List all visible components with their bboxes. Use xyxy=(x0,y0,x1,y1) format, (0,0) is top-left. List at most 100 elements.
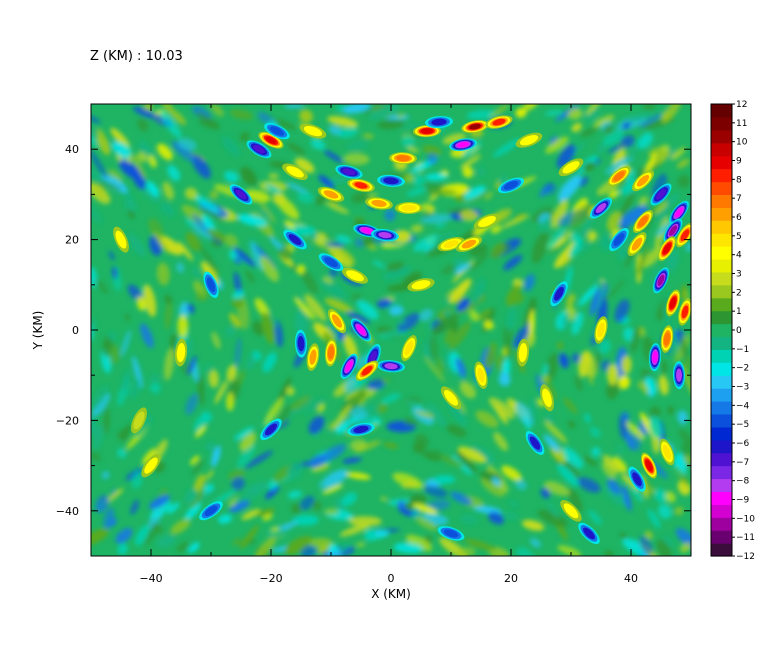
texture-blob xyxy=(95,128,104,137)
texture-blob xyxy=(577,176,589,187)
heatmap-cell xyxy=(631,237,643,251)
texture-blob xyxy=(515,107,527,118)
colorbar-swatch xyxy=(711,323,732,338)
texture-blob xyxy=(644,530,654,540)
texture-blob xyxy=(596,144,606,153)
texture-blob xyxy=(150,501,172,519)
texture-blob xyxy=(322,276,333,284)
heatmap-field xyxy=(91,104,691,556)
colorbar-swatch xyxy=(711,491,732,505)
texture-blob xyxy=(184,187,198,200)
texture-blob xyxy=(152,230,171,255)
colorbar-swatch xyxy=(711,465,732,480)
heatmap-cell xyxy=(668,225,678,236)
texture-blob xyxy=(237,443,256,469)
texture-blob xyxy=(226,364,237,382)
texture-blob xyxy=(427,403,446,427)
texture-blob xyxy=(436,357,445,374)
texture-blob xyxy=(108,331,117,341)
heatmap-cell xyxy=(421,128,433,134)
texture-blob xyxy=(338,126,359,138)
texture-blob xyxy=(530,538,541,548)
texture-blob xyxy=(326,242,346,247)
heatmap-cell xyxy=(384,363,398,370)
heatmap-cell xyxy=(477,367,485,383)
texture-blob xyxy=(191,460,205,476)
texture-blob xyxy=(493,431,509,451)
texture-blob xyxy=(434,223,446,229)
texture-blob xyxy=(428,335,439,360)
texture-blob xyxy=(156,534,176,548)
colorbar-label: 11 xyxy=(736,119,747,129)
texture-blob xyxy=(515,479,527,490)
texture-blob xyxy=(332,403,352,429)
texture-blob xyxy=(260,256,279,282)
texture-blob xyxy=(412,503,438,515)
texture-blob xyxy=(130,499,139,515)
texture-blob xyxy=(252,320,264,336)
texture-blob xyxy=(587,230,598,242)
texture-blob xyxy=(95,495,109,513)
texture-blob xyxy=(584,351,597,378)
texture-blob xyxy=(91,114,101,124)
texture-blob xyxy=(209,189,219,200)
colorbar-swatch xyxy=(711,530,732,544)
texture-blob xyxy=(440,455,464,468)
texture-blob xyxy=(471,278,486,307)
texture-blob xyxy=(277,376,292,403)
colorbar-swatch xyxy=(711,258,732,273)
texture-blob xyxy=(245,269,256,284)
texture-blob xyxy=(291,503,302,514)
heatmap-cell xyxy=(457,141,469,148)
texture-blob xyxy=(323,469,348,487)
texture-blob xyxy=(208,369,219,388)
texture-blob xyxy=(205,442,215,452)
texture-blob xyxy=(490,242,506,259)
heatmap-cell xyxy=(675,368,683,382)
texture-blob xyxy=(568,488,583,513)
y-tick-label: 40 xyxy=(65,143,79,156)
colorbar-label: 8 xyxy=(736,175,742,185)
texture-blob xyxy=(516,547,535,556)
heatmap-cell xyxy=(563,503,579,519)
texture-blob xyxy=(135,415,153,437)
texture-blob xyxy=(91,451,102,462)
texture-blob xyxy=(335,235,352,244)
texture-blob xyxy=(164,294,173,305)
texture-blob xyxy=(463,185,486,200)
texture-blob xyxy=(91,183,111,204)
heatmap-cell xyxy=(562,161,580,174)
texture-blob xyxy=(464,538,496,551)
texture-blob xyxy=(127,210,135,219)
texture-blob xyxy=(311,500,322,511)
texture-blob xyxy=(457,547,476,556)
heatmap-cell xyxy=(297,335,305,352)
texture-blob xyxy=(176,262,185,273)
texture-blob xyxy=(578,285,598,306)
colorbar-swatch xyxy=(711,504,732,518)
texture-blob xyxy=(167,502,180,514)
texture-blob xyxy=(414,516,438,531)
texture-blob xyxy=(462,140,482,158)
texture-blob xyxy=(503,254,523,271)
texture-blob xyxy=(308,416,325,435)
texture-blob xyxy=(232,493,263,502)
heatmap-cell xyxy=(265,423,277,436)
texture-blob xyxy=(405,534,433,552)
texture-blob xyxy=(506,306,518,331)
texture-blob xyxy=(284,104,305,108)
texture-blob xyxy=(544,481,570,496)
heatmap-cell xyxy=(378,232,392,239)
x-tick-label: 40 xyxy=(624,572,638,585)
texture-blob xyxy=(380,496,388,502)
colorbar-swatch xyxy=(711,543,732,557)
colorbar-swatch xyxy=(711,310,732,325)
heatmap-cell xyxy=(680,229,690,241)
texture-blob xyxy=(185,217,193,227)
texture-blob xyxy=(484,341,497,370)
texture-blob xyxy=(148,155,157,168)
texture-blob xyxy=(450,491,472,505)
texture-blob xyxy=(584,413,591,424)
colorbar-label: −5 xyxy=(736,420,749,430)
texture-blob xyxy=(665,491,676,503)
